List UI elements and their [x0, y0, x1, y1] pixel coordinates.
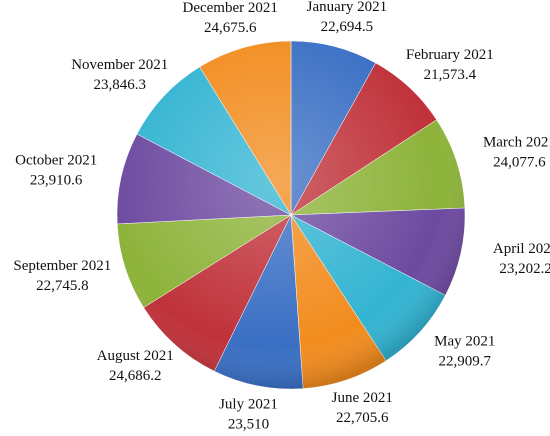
slice-label: September 2021 [13, 258, 111, 274]
slice-label: December 2021 [183, 0, 278, 16]
value-label: 23,202.2 [499, 261, 550, 277]
slice-label: October 2021 [15, 153, 97, 169]
value-label: 21,573.4 [424, 67, 477, 83]
value-label: 22,909.7 [439, 353, 492, 369]
value-label: 22,745.8 [36, 278, 89, 294]
value-label: 24,675.6 [204, 20, 257, 36]
slice-label: November 2021 [71, 57, 168, 73]
slice-label: August 2021 [97, 348, 174, 364]
value-label: 23,910.6 [30, 173, 83, 189]
value-label: 23,846.3 [94, 77, 147, 93]
value-label: 24,077.6 [493, 154, 546, 170]
slice-label: February 2021 [406, 47, 494, 63]
slice-label: May 2021 [434, 333, 495, 349]
slice-label: April 2021 [493, 241, 550, 257]
slice-label: January 2021 [307, 0, 387, 15]
value-label: 24,686.2 [109, 368, 162, 384]
slice-label: March 2021 [483, 134, 550, 150]
slice-label: July 2021 [219, 397, 278, 413]
value-label: 22,694.5 [321, 19, 374, 35]
slice-label: June 2021 [332, 390, 393, 406]
value-label: 22,705.6 [336, 410, 389, 426]
value-label: 23,510 [228, 417, 269, 433]
